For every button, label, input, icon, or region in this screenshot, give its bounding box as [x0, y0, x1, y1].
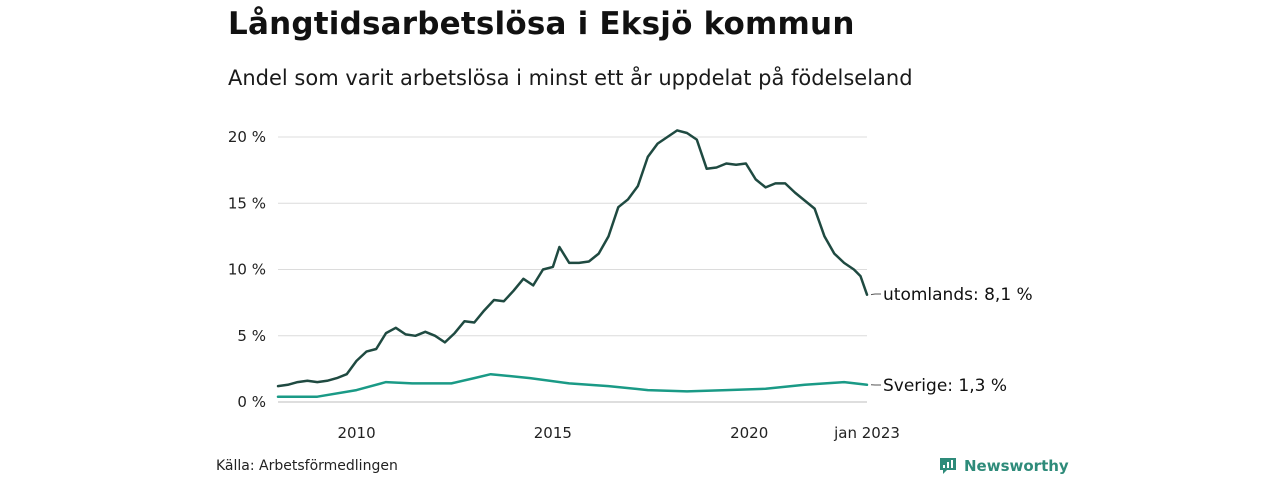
brand-logo[interactable]: Newsworthy [938, 456, 1069, 476]
series-end-labels: utomlands: 8,1 % Sverige: 1,3 % [870, 285, 1033, 396]
y-tick-label: 0 % [237, 393, 266, 411]
x-axis-labels: 2010 2015 2020 jan 2023 [337, 424, 899, 442]
y-tick-label: 10 % [228, 261, 266, 279]
source-note: Källa: Arbetsförmedlingen [216, 458, 398, 474]
series-line-foreign [276, 129, 869, 388]
x-tick-label: 2020 [730, 424, 768, 442]
y-axis-labels: 0 % 5 % 10 % 15 % 20 % [228, 128, 266, 411]
newsworthy-logo-icon [940, 458, 956, 474]
x-tick-label: jan 2023 [833, 424, 900, 442]
chart-subtitle: Andel som varit arbetslösa i minst ett å… [228, 66, 913, 90]
series-end-label-foreign: utomlands: 8,1 % [883, 285, 1033, 305]
brand-name: Newsworthy [964, 457, 1069, 475]
series-line-sweden [276, 372, 869, 398]
series-end-label-sweden: Sverige: 1,3 % [883, 376, 1007, 396]
x-tick-label: 2010 [337, 424, 375, 442]
chart-title: Långtidsarbetslösa i Eksjö kommun [228, 6, 855, 42]
y-tick-label: 20 % [228, 128, 266, 146]
y-tick-label: 15 % [228, 194, 266, 212]
x-tick-label: 2015 [534, 424, 572, 442]
y-tick-label: 5 % [237, 327, 266, 345]
grid-lines [278, 136, 867, 403]
end-label-connector [870, 293, 881, 296]
series-lines [276, 129, 869, 398]
